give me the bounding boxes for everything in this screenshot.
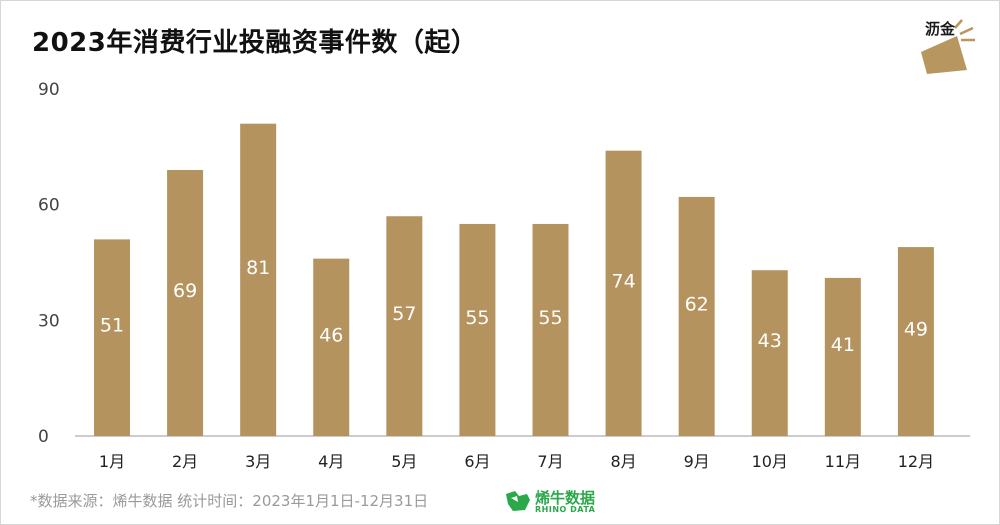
bar <box>605 150 642 436</box>
rhino-icon <box>506 491 530 511</box>
x-tick-label: 11月 <box>825 452 861 471</box>
y-tick-label: 90 <box>38 80 60 100</box>
bar <box>678 196 715 436</box>
rhino-data-brand: 烯牛数据 RHINO DATA <box>505 487 615 517</box>
bar <box>167 169 204 436</box>
bar-value-label: 55 <box>538 307 562 329</box>
x-tick-label: 10月 <box>752 452 788 471</box>
bar-value-label: 55 <box>465 307 489 329</box>
bar-value-label: 81 <box>246 257 270 279</box>
x-tick-label: 12月 <box>898 452 934 471</box>
y-tick-label: 0 <box>38 427 49 447</box>
x-tick-label: 1月 <box>99 452 125 471</box>
brand-name: 烯牛数据 <box>535 489 596 507</box>
bar-chart: 0 30 60 90 51 1月 69 2月 81 3月 46 4月 57 5月 55 6月 55 7月 74 8月 6… <box>38 80 970 471</box>
bar <box>459 223 496 436</box>
bar-value-label: 43 <box>758 330 782 352</box>
bar-value-label: 57 <box>392 303 416 325</box>
x-tick-label: 8月 <box>610 452 636 471</box>
bar <box>240 123 277 436</box>
x-tick-label: 6月 <box>464 452 490 471</box>
x-tick-label: 9月 <box>684 452 710 471</box>
x-tick-label: 7月 <box>537 452 563 471</box>
bar <box>751 270 788 436</box>
bar <box>94 239 130 436</box>
bar-value-label: 46 <box>319 324 343 346</box>
bar-value-label: 74 <box>611 270 635 292</box>
lijin-logo-text: 沥金 <box>925 20 956 38</box>
bar-value-label: 62 <box>685 293 709 315</box>
bar-value-label: 51 <box>100 315 124 337</box>
brand-subtitle: RHINO DATA <box>535 505 596 514</box>
bar <box>824 277 861 436</box>
bar-value-label: 49 <box>904 319 928 341</box>
bar-value-label: 69 <box>173 280 197 302</box>
y-tick-label: 60 <box>38 196 60 216</box>
chart-title: 2023年消费行业投融资事件数（起） <box>32 28 478 58</box>
bar <box>313 258 350 436</box>
lijin-logo-icon <box>921 19 975 74</box>
data-source-note: *数据来源：烯牛数据 统计时间：2023年1月1日-12月31日 <box>30 492 429 510</box>
y-tick-label: 30 <box>38 311 60 331</box>
bar <box>532 223 569 436</box>
x-tick-label: 5月 <box>391 452 417 471</box>
x-tick-label: 3月 <box>245 452 271 471</box>
bar <box>897 247 934 436</box>
x-tick-label: 2月 <box>172 452 198 471</box>
bar-value-label: 41 <box>831 334 855 356</box>
x-tick-label: 4月 <box>318 452 344 471</box>
bar <box>386 216 423 436</box>
